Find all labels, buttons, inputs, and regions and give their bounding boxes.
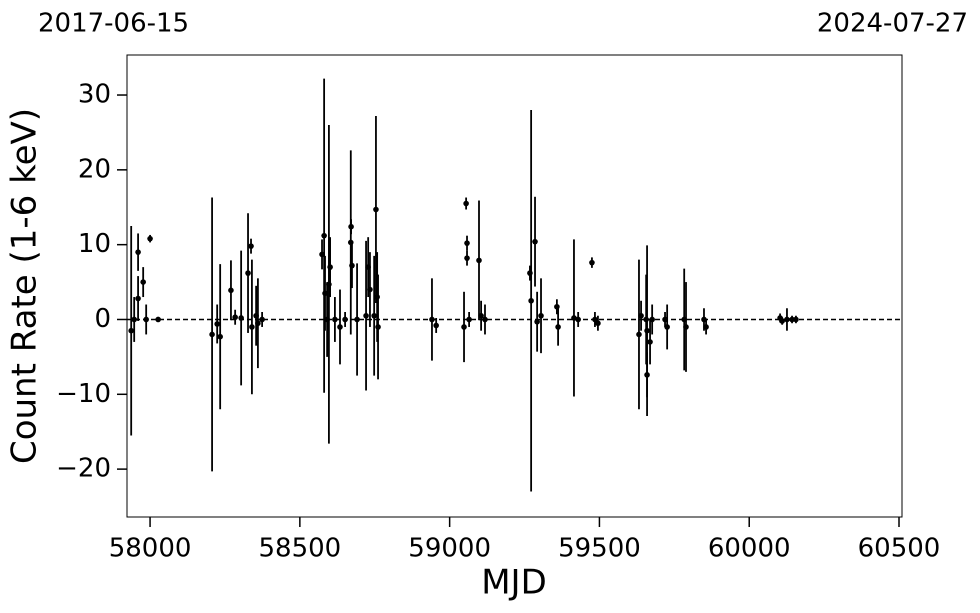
data-point <box>367 286 373 293</box>
data-point <box>793 316 799 323</box>
data-point <box>784 316 790 323</box>
data-point <box>466 316 472 323</box>
data-point <box>644 327 650 334</box>
data-point <box>209 331 215 338</box>
data-point <box>555 324 561 330</box>
data-point <box>589 259 595 266</box>
data-point <box>128 327 134 334</box>
data-point <box>538 312 544 319</box>
data-point <box>647 339 653 345</box>
y-tick-label: 10 <box>78 229 111 259</box>
data-point <box>232 314 238 321</box>
data-point <box>433 322 439 329</box>
y-tick-label: −20 <box>56 454 111 484</box>
data-point <box>349 262 355 269</box>
data-point <box>779 318 785 324</box>
data-point <box>478 312 484 319</box>
data-point <box>249 324 255 330</box>
data-point <box>131 316 137 323</box>
data-point <box>248 243 254 249</box>
data-point <box>789 316 795 323</box>
data-point <box>259 316 265 323</box>
data-point <box>342 316 348 323</box>
x-tick-label: 59000 <box>408 534 491 564</box>
start-date-label: 2017-06-15 <box>38 9 189 39</box>
x-tick-label: 58000 <box>109 534 192 564</box>
data-point <box>143 316 149 323</box>
x-tick-label: 58500 <box>258 534 341 564</box>
data-point <box>217 333 223 340</box>
data-point <box>464 255 470 261</box>
data-point <box>575 316 581 323</box>
data-point <box>238 315 244 321</box>
data-point <box>644 372 650 378</box>
data-point <box>429 316 435 323</box>
data-point <box>476 257 482 264</box>
plot-frame <box>126 54 903 518</box>
data-point <box>354 316 360 323</box>
data-point <box>375 324 381 330</box>
y-axis-label: Count Rate (1-6 keV) <box>5 108 45 464</box>
end-date-label: 2024-07-27 <box>817 9 968 39</box>
data-point <box>638 312 644 319</box>
y-tick-label: 0 <box>94 304 111 334</box>
data-point <box>532 238 538 245</box>
x-tick-label: 59500 <box>558 534 641 564</box>
x-tick-label: 60000 <box>708 534 791 564</box>
data-point <box>371 312 377 319</box>
data-point <box>245 270 251 276</box>
y-tick-label: −10 <box>56 379 111 409</box>
data-point <box>255 320 261 327</box>
data-point <box>482 316 488 323</box>
data-point <box>155 316 161 323</box>
data-point <box>463 200 469 207</box>
data-point <box>337 324 343 330</box>
data-point <box>703 324 709 330</box>
data-point <box>147 235 153 242</box>
data-point <box>321 232 327 239</box>
data-point <box>592 316 598 323</box>
data-point <box>636 331 642 338</box>
data-point <box>327 264 333 270</box>
data-point <box>528 297 534 304</box>
data-point <box>348 223 354 230</box>
data-point <box>664 324 670 330</box>
y-tick-label: 20 <box>78 154 111 184</box>
x-tick-label: 60500 <box>858 534 941 564</box>
data-point <box>363 312 369 319</box>
data-point <box>373 206 379 213</box>
data-point <box>649 316 655 323</box>
data-point <box>140 279 146 285</box>
data-point <box>135 295 141 302</box>
x-axis-label: MJD <box>481 563 547 603</box>
data-point <box>228 287 234 294</box>
data-point <box>464 240 470 246</box>
y-tick-label: 30 <box>78 80 111 110</box>
data-point <box>461 324 467 330</box>
data-point <box>135 249 141 255</box>
data-point <box>332 316 338 323</box>
data-point <box>214 321 220 327</box>
data-point <box>534 318 540 325</box>
data-point <box>595 320 601 327</box>
data-point <box>683 324 689 330</box>
data-point <box>554 303 560 310</box>
